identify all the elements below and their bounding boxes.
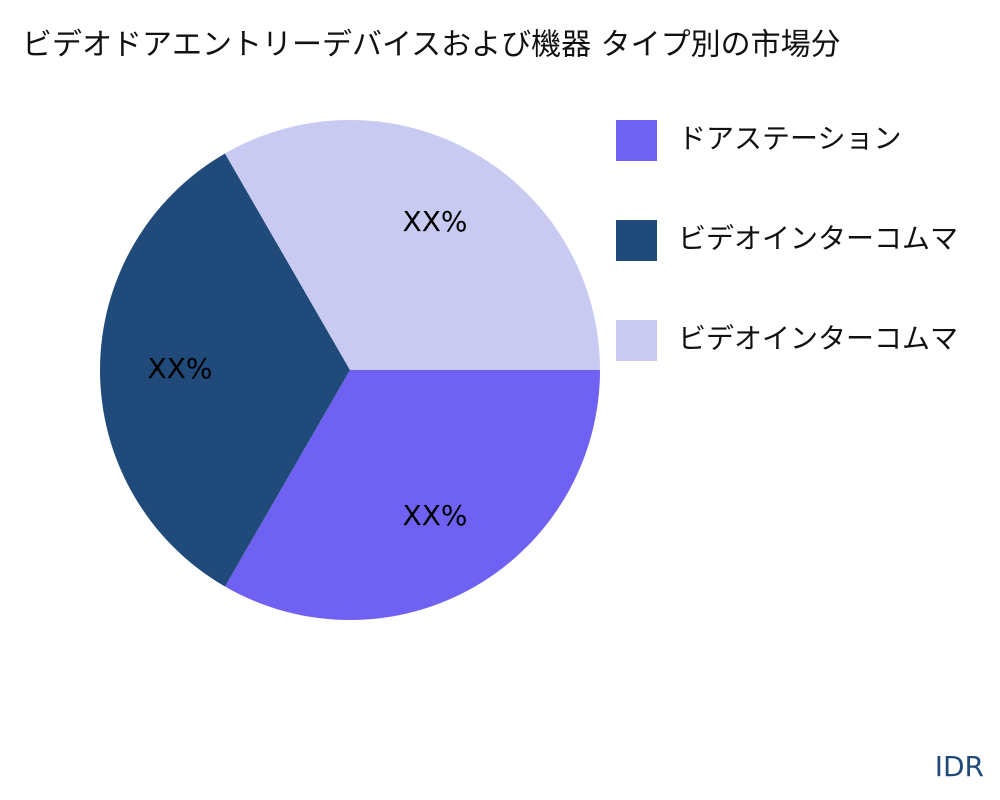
slice-label: XX% [403,499,468,532]
slice-label: XX% [403,205,468,238]
legend-label: ビデオインターコムマ [678,222,958,255]
legend-swatch [616,120,657,161]
slice-label: XX% [148,352,213,385]
legend-label: ビデオインターコムマ [678,322,958,355]
chart-title: ビデオドアエントリーデバイスおよび機器 タイプ別の市場分 [22,28,841,63]
footer-brand: IDR [935,750,984,783]
pie-slice [225,370,600,620]
legend-label: ドアステーション [678,122,901,155]
pie-slice [225,119,600,370]
legend-swatch [616,220,657,261]
legend-swatch [616,320,657,361]
